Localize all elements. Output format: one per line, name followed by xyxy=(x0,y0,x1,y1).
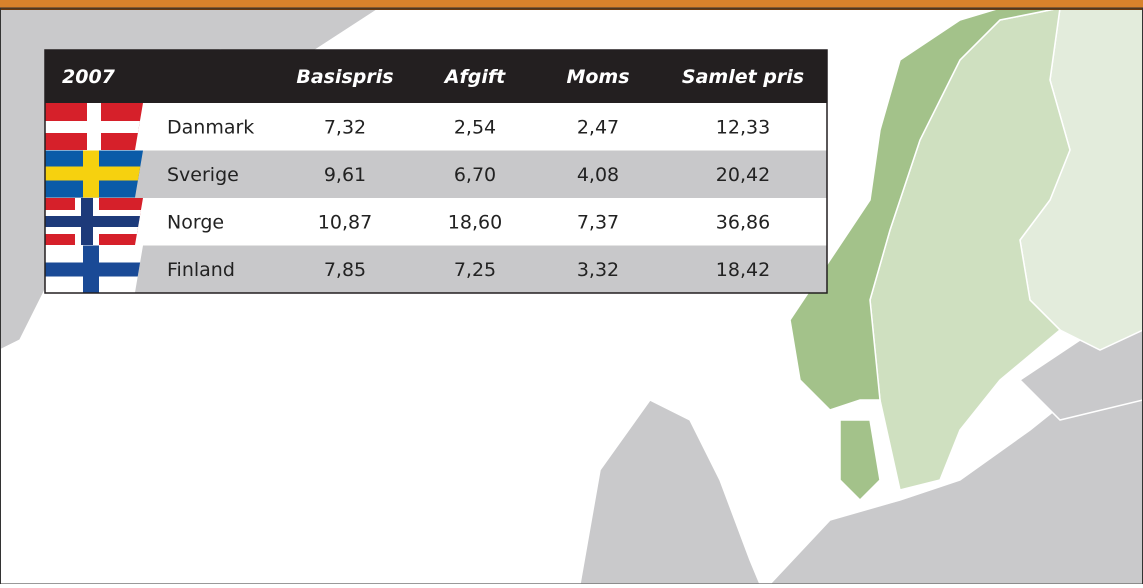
table-border xyxy=(44,49,828,294)
country-cell: Danmark xyxy=(167,116,254,138)
header-row xyxy=(45,50,827,103)
value-cell: 7,32 xyxy=(324,116,366,138)
value-cell: 10,87 xyxy=(318,211,372,233)
value-cell: 20,42 xyxy=(716,164,770,186)
flag-part xyxy=(45,262,143,277)
value-cell: 6,70 xyxy=(454,164,496,186)
value-cell: 3,32 xyxy=(577,259,619,281)
flag xyxy=(45,150,143,198)
header-cell: 2007 xyxy=(62,66,116,88)
header-cell: Basispris xyxy=(296,66,393,88)
table-row xyxy=(45,103,827,151)
value-cell: 2,47 xyxy=(577,116,619,138)
header-cell: Moms xyxy=(566,66,629,88)
table-row xyxy=(45,245,827,293)
value-cell: 18,42 xyxy=(716,259,770,281)
value-cell: 9,61 xyxy=(324,164,366,186)
value-cell: 7,85 xyxy=(324,259,366,281)
flag-part xyxy=(45,121,143,133)
header-cell: Afgift xyxy=(443,66,506,88)
country-cell: Norge xyxy=(167,211,224,233)
value-cell: 7,25 xyxy=(454,259,496,281)
value-cell: 12,33 xyxy=(716,116,770,138)
table-row xyxy=(45,150,827,198)
table-row xyxy=(45,198,827,246)
price-table: 2007 Basispris Afgift Moms Samlet pris Danmar… xyxy=(44,49,828,294)
flag-part xyxy=(45,166,143,181)
flag-part xyxy=(45,216,143,227)
top-bar xyxy=(0,0,1143,8)
value-cell: 4,08 xyxy=(577,164,619,186)
value-cell: 18,60 xyxy=(448,211,502,233)
header-cell: Samlet pris xyxy=(682,66,804,88)
top-bar-border xyxy=(0,8,1143,10)
value-cell: 36,86 xyxy=(716,211,770,233)
value-cell: 2,54 xyxy=(454,116,496,138)
country-cell: Sverige xyxy=(167,164,239,186)
country-cell: Finland xyxy=(167,259,235,281)
flag xyxy=(45,103,143,150)
flag xyxy=(45,198,143,245)
flag xyxy=(45,245,143,293)
value-cell: 7,37 xyxy=(577,211,619,233)
